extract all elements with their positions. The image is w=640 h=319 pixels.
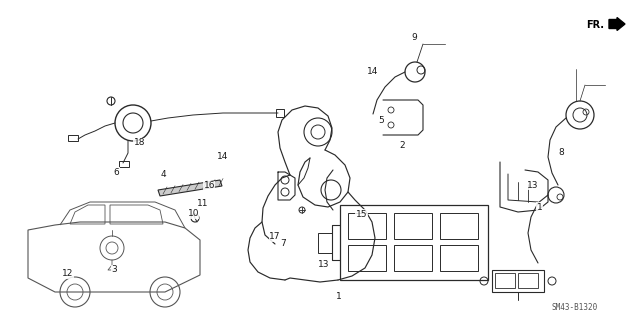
Text: 17: 17 bbox=[269, 232, 281, 241]
Text: 10: 10 bbox=[188, 209, 199, 218]
Text: FR.: FR. bbox=[586, 20, 604, 30]
Text: 13: 13 bbox=[527, 181, 539, 189]
Bar bbox=[340, 205, 488, 280]
FancyArrow shape bbox=[609, 18, 625, 31]
Text: 5: 5 bbox=[378, 116, 383, 125]
Bar bbox=[492, 270, 544, 292]
Bar bbox=[348, 213, 386, 239]
Text: 12: 12 bbox=[62, 269, 74, 278]
Bar bbox=[394, 245, 432, 271]
Text: 2: 2 bbox=[399, 141, 404, 150]
Text: 9: 9 bbox=[412, 33, 417, 42]
Polygon shape bbox=[158, 180, 222, 196]
Text: SM43-B1320: SM43-B1320 bbox=[552, 303, 598, 313]
Text: 13: 13 bbox=[318, 260, 330, 269]
Bar bbox=[318, 233, 332, 253]
Bar bbox=[518, 273, 538, 288]
Bar bbox=[276, 109, 284, 117]
Bar bbox=[348, 245, 386, 271]
Text: 1: 1 bbox=[337, 292, 342, 301]
Text: 3: 3 bbox=[111, 265, 116, 274]
Text: 18: 18 bbox=[134, 138, 145, 147]
Bar bbox=[495, 273, 515, 288]
Text: 14: 14 bbox=[217, 152, 228, 161]
Bar bbox=[119, 161, 129, 167]
Bar bbox=[440, 213, 478, 239]
Text: 6: 6 bbox=[114, 168, 119, 177]
Text: 14: 14 bbox=[367, 67, 378, 76]
Text: 1: 1 bbox=[537, 203, 542, 212]
Bar bbox=[394, 213, 432, 239]
Text: 7: 7 bbox=[280, 239, 285, 248]
Text: 16: 16 bbox=[204, 181, 215, 190]
Text: 11: 11 bbox=[196, 199, 208, 208]
Text: 8: 8 bbox=[559, 148, 564, 157]
Bar bbox=[68, 135, 78, 141]
Bar bbox=[440, 245, 478, 271]
Text: 4: 4 bbox=[161, 170, 166, 179]
Text: 15: 15 bbox=[356, 210, 367, 219]
